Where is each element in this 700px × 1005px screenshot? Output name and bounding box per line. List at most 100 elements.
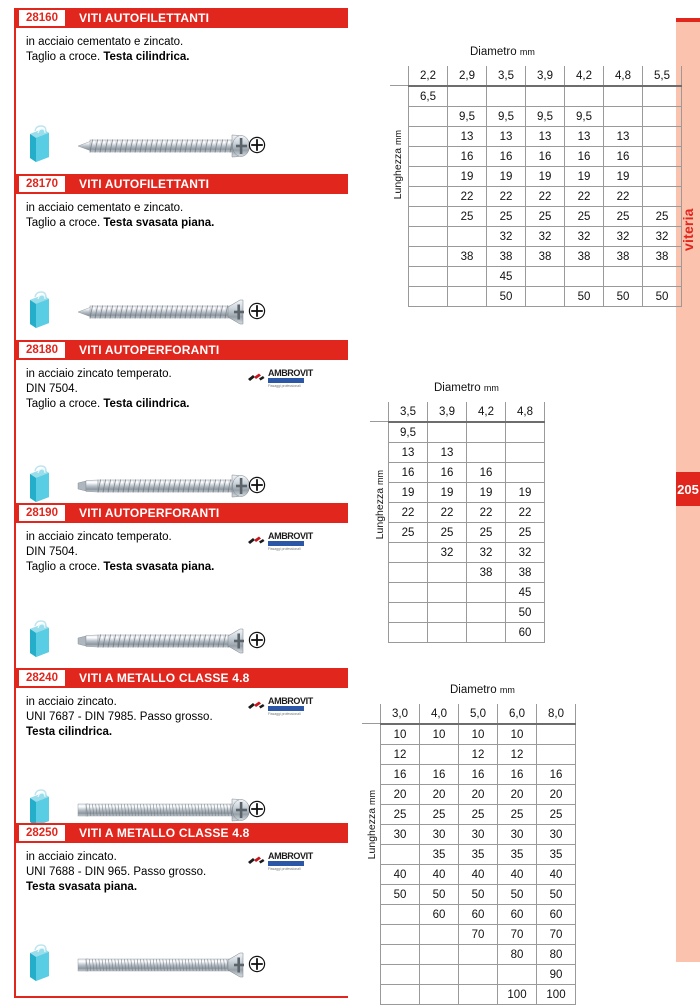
length-cell: 16	[564, 146, 604, 167]
diameter-header-cell: 3,9	[427, 402, 467, 423]
length-cell: 32	[603, 226, 643, 247]
length-cell: 9,5	[564, 106, 604, 127]
ambrovit-wordmark: AMBROVIT	[268, 531, 313, 541]
length-cell: 9,5	[388, 422, 428, 443]
lunghezza-text: Lunghezza	[374, 487, 386, 540]
description-head: Testa svasata piana.	[103, 217, 215, 229]
length-cell	[505, 422, 545, 443]
length-cell: 16	[486, 146, 526, 167]
length-cell: 70	[536, 924, 576, 945]
product-block-28240: 28240 VITI A METALLO CLASSE 4.8 in acciaio…	[14, 668, 348, 843]
diametro-text: Diametro	[434, 382, 481, 394]
table-row: 38 38 38 38 38 38	[408, 246, 682, 267]
length-cell: 12	[497, 744, 537, 765]
length-cell: 25	[564, 206, 604, 227]
length-cell: 9,5	[447, 106, 487, 127]
product-artwork	[16, 611, 348, 671]
ambrovit-subbar	[268, 861, 304, 866]
table-row: 16 16 16 16 16	[408, 146, 682, 167]
length-cell	[497, 964, 537, 985]
table-row: 9,5 9,5 9,5 9,5	[408, 106, 682, 127]
table-row: 19 19 19 19 19	[408, 166, 682, 187]
product-description: in acciaio zincato. UNI 7687 - DIN 7985. …	[16, 688, 348, 740]
length-cell	[564, 266, 604, 287]
length-cell: 25	[505, 522, 545, 543]
table-row: 25 25 25 25 25 25	[408, 206, 682, 227]
product-description: in acciaio zincato temperato. DIN 7504. Ta…	[16, 523, 348, 575]
length-cell: 70	[497, 924, 537, 945]
length-cell	[525, 266, 565, 287]
diametro-unit: mm	[499, 685, 515, 695]
description-line-1: in acciaio zincato temperato.	[26, 531, 172, 543]
length-cell: 60	[458, 904, 498, 925]
length-cell: 19	[447, 166, 487, 187]
description-line-1: in acciaio cementato e zincato.	[26, 36, 184, 48]
length-cell: 16	[466, 462, 506, 483]
length-cell: 10	[419, 724, 459, 745]
length-cell	[536, 744, 576, 765]
length-cell: 19	[564, 166, 604, 187]
table-row: 12 12 12	[380, 744, 576, 765]
ambrovit-logo: AMBROVIT Fissaggi professionali	[246, 368, 313, 390]
length-cell: 13	[525, 126, 565, 147]
spec-table-1: 2,2 2,9 3,5 3,9 4,2 4,8 5,5 6,5 9,5 9,5 9,5 9,5 13 13…	[408, 66, 682, 307]
table-row: 80 80	[380, 944, 576, 965]
length-cell: 80	[536, 944, 576, 965]
lunghezza-unit: mm	[375, 470, 385, 485]
length-cell: 12	[458, 744, 498, 765]
length-cell: 16	[525, 146, 565, 167]
length-cell: 25	[458, 804, 498, 825]
length-cell	[419, 984, 459, 1005]
length-cell: 13	[603, 126, 643, 147]
length-cell: 10	[380, 724, 420, 745]
length-cell	[419, 944, 459, 965]
length-cell	[486, 86, 526, 107]
phillips-cross-drive-icon	[248, 631, 266, 649]
length-cell: 13	[564, 126, 604, 147]
length-cell: 32	[486, 226, 526, 247]
length-cell: 35	[419, 844, 459, 865]
length-cell	[525, 286, 565, 307]
length-cell	[603, 266, 643, 287]
ambrovit-wordmark: AMBROVIT	[268, 368, 313, 378]
product-code: 28240	[19, 670, 65, 686]
product-header-28240: 28240 VITI A METALLO CLASSE 4.8	[16, 668, 348, 688]
length-cell: 35	[536, 844, 576, 865]
length-cell	[380, 844, 420, 865]
length-cell: 50	[536, 884, 576, 905]
length-cell	[447, 86, 487, 107]
screw-illustration	[76, 296, 276, 333]
length-cell: 16	[497, 764, 537, 785]
diameter-header-cell: 3,5	[388, 402, 428, 423]
description-line-1: in acciaio zincato temperato.	[26, 368, 172, 380]
diametro-axis-label: Diametro mm	[470, 46, 535, 58]
diametro-text: Diametro	[470, 46, 517, 58]
length-cell	[388, 602, 428, 623]
blister-pack-icon	[26, 619, 52, 659]
length-cell	[388, 622, 428, 643]
table-row: 45	[408, 266, 682, 287]
table-row: 32 32 32 32 32	[408, 226, 682, 247]
length-cell: 32	[505, 542, 545, 563]
length-cell: 100	[497, 984, 537, 1005]
ambrovit-subbar	[268, 378, 304, 383]
length-cell	[536, 724, 576, 745]
length-cell: 60	[536, 904, 576, 925]
ambrovit-wordmark: AMBROVIT	[268, 851, 313, 861]
table-header-row: 3,0 4,0 5,0 6,0 8,0	[380, 704, 576, 725]
length-cell: 25	[603, 206, 643, 227]
length-cell	[603, 86, 643, 107]
table-row: 16 16 16 16 16	[380, 764, 576, 785]
phillips-cross-drive-icon	[248, 955, 266, 973]
length-cell: 35	[497, 844, 537, 865]
length-cell	[408, 106, 448, 127]
description-drive: Taglio a croce.	[26, 398, 104, 410]
length-cell	[408, 126, 448, 147]
ambrovit-logo: AMBROVIT Fissaggi professionali	[246, 696, 313, 718]
product-title: VITI A METALLO CLASSE 4.8	[78, 826, 250, 840]
length-cell: 25	[525, 206, 565, 227]
blister-pack-icon	[26, 788, 52, 828]
ambrovit-screws-icon	[246, 533, 266, 546]
spec-table-2: 3,5 3,9 4,2 4,8 9,5 13 13 16 16 16 19 19 19 19 22 22 22 2…	[388, 402, 545, 643]
ambrovit-logo: AMBROVIT Fissaggi professionali	[246, 531, 313, 553]
